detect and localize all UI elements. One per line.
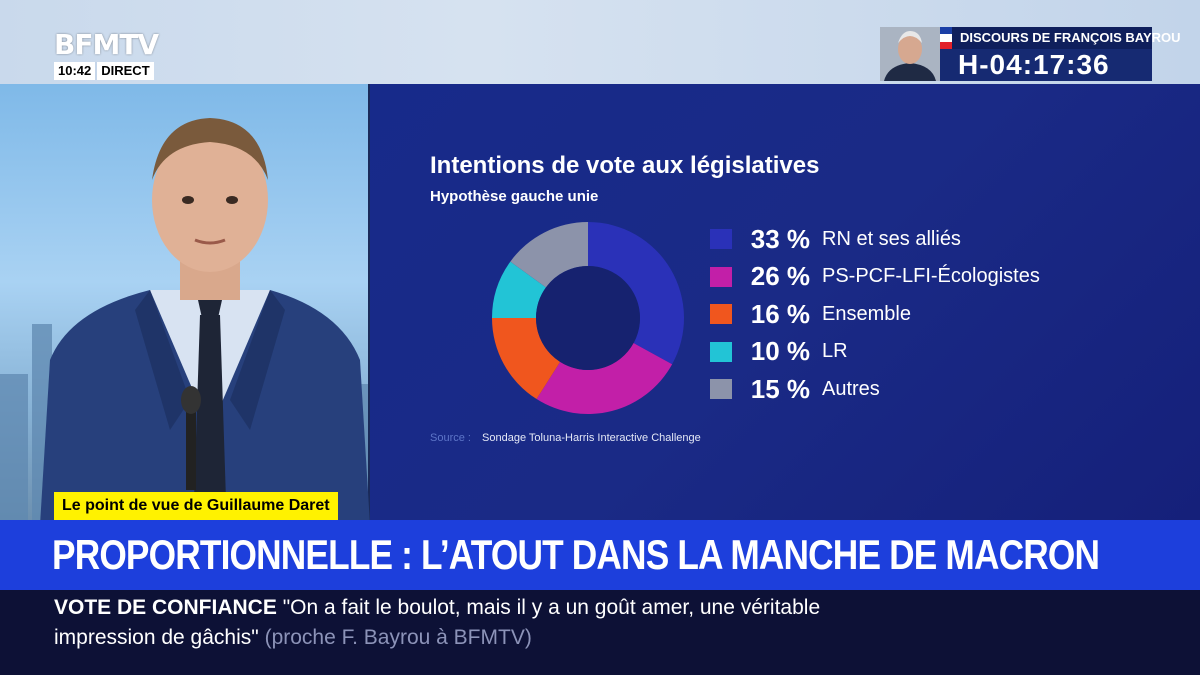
countdown-timer: H-04:17:36 — [940, 49, 1152, 81]
channel-logo: BFMTV 10:42 DIRECT — [54, 30, 172, 80]
donut-hole — [536, 266, 640, 370]
legend-swatch — [710, 304, 732, 324]
chart-panel: Intentions de vote aux législatives Hypo… — [370, 84, 1200, 524]
countdown-title: DISCOURS DE FRANÇOIS BAYROU — [952, 27, 1181, 49]
legend-label: PS-PCF-LFI-Écologistes — [822, 265, 1040, 287]
logo-wordmark: BFMTV — [54, 28, 159, 61]
legend-percentage: 10 % — [750, 336, 810, 366]
legend-item: 10 % LR — [710, 336, 848, 367]
chart-subtitle: Hypothèse gauche unie — [430, 188, 599, 205]
legend-percentage: 26 % — [750, 261, 810, 291]
legend-swatch — [710, 379, 732, 399]
speaker-thumbnail — [880, 27, 940, 81]
legend-swatch — [710, 341, 732, 362]
legend-percentage: 33 % — [750, 223, 810, 254]
ticker-line-2: impression de gâchis" (proche F. Bayrou … — [54, 626, 532, 650]
ticker-label: VOTE DE CONFIANCE — [54, 596, 277, 619]
donut-slice — [492, 318, 561, 400]
legend-item: 16 % Ensemble — [710, 299, 911, 329]
legend-percentage: 15 % — [750, 373, 810, 404]
source-text: Sondage Toluna-Harris Interactive Challe… — [482, 432, 701, 444]
ticker-quote-part1: "On a fait le boulot, mais il y a un goû… — [282, 596, 821, 619]
ticker-line-1: VOTE DE CONFIANCE "On a fait le boulot, … — [54, 596, 820, 620]
legend-item: 33 % RN et ses alliés — [710, 224, 961, 254]
headline-text: PROPORTIONNELLE : L’ATOUT DANS LA MANCHE… — [52, 531, 1100, 578]
presenter-figure — [40, 118, 370, 525]
flag-stripe — [940, 41, 952, 49]
donut-slice — [588, 222, 684, 365]
legend-label: Ensemble — [822, 302, 911, 325]
donut-chart — [492, 222, 684, 414]
ticker-quote-part2: impression de gâchis" — [54, 626, 259, 649]
headline-bar: PROPORTIONNELLE : L’ATOUT DANS LA MANCHE… — [0, 520, 1200, 590]
legend-swatch — [710, 229, 732, 249]
donut-slice — [510, 222, 588, 288]
clock-time: 10:42 — [54, 62, 96, 80]
chart-source: Source : Sondage Toluna-Harris Interacti… — [430, 432, 701, 444]
legend-label: Autres — [822, 377, 880, 400]
source-label: Source : — [430, 432, 471, 444]
legend-item: 15 % Autres — [710, 374, 880, 404]
flag-stripe — [940, 34, 952, 42]
donut-slice — [536, 343, 673, 414]
countdown-widget: DISCOURS DE FRANÇOIS BAYROU H-04:17:36 — [880, 27, 1181, 81]
segment-kicker: Le point de vue de Guillaume Daret — [54, 492, 338, 520]
studio-window-frame — [0, 84, 370, 524]
french-flag-icon — [940, 27, 952, 49]
legend-label: LR — [822, 340, 848, 362]
logo-clock-bar: 10:42 DIRECT — [54, 62, 172, 80]
legend-label: RN et ses alliés — [822, 227, 961, 250]
legend-item: 26 % PS-PCF-LFI-Écologistes — [710, 261, 1040, 292]
flag-stripe — [940, 27, 952, 35]
legend-percentage: 16 % — [750, 298, 810, 329]
chart-title: Intentions de vote aux législatives — [430, 152, 820, 179]
speaker-portrait-icon — [880, 27, 940, 81]
legend-swatch — [710, 266, 732, 287]
city-building — [0, 374, 28, 524]
live-label: DIRECT — [95, 62, 154, 80]
donut-slice — [492, 261, 546, 318]
ticker-attribution: (proche F. Bayrou à BFMTV) — [264, 626, 532, 649]
news-ticker: VOTE DE CONFIANCE "On a fait le boulot, … — [0, 590, 1200, 675]
